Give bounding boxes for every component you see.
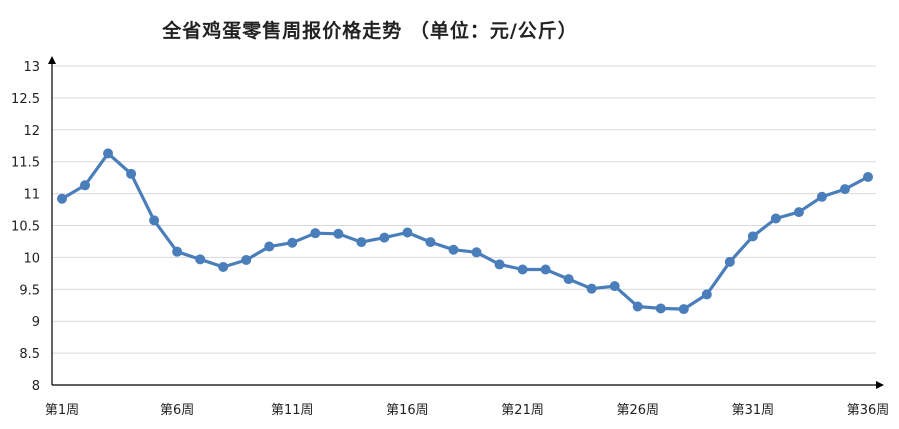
data-point	[609, 281, 620, 292]
data-point	[379, 232, 390, 243]
tick-labels: 8 8.5 9 9.5 10 10.5 11 11.5 12 12.5 13 第1周 第6周 第11周 第1…	[11, 60, 889, 418]
x-tick-label: 第31周	[732, 403, 775, 418]
gridlines	[52, 65, 876, 354]
data-point	[471, 247, 482, 258]
x-tick-label: 第26周	[616, 403, 659, 418]
data-point	[494, 259, 505, 270]
data-point	[425, 237, 436, 248]
data-point	[816, 191, 827, 202]
y-tick-label: 10	[23, 251, 40, 266]
data-point	[149, 215, 160, 226]
data-point	[287, 237, 298, 248]
data-point	[103, 148, 114, 159]
x-tick-label: 第11周	[271, 403, 314, 418]
axes	[48, 56, 884, 389]
data-point	[632, 301, 643, 312]
x-tick-label: 第36周	[847, 403, 890, 418]
data-point	[356, 237, 367, 248]
y-axis-arrow	[48, 56, 56, 64]
data-point	[563, 274, 574, 285]
data-point	[80, 180, 91, 191]
data-point	[793, 207, 804, 218]
data-point	[655, 303, 666, 314]
data-point	[402, 227, 413, 238]
y-tick-label: 9.5	[19, 283, 40, 298]
chart-title: 全省鸡蛋零售周报价格走势 （单位：元/公斤）	[162, 20, 578, 42]
data-point	[678, 304, 689, 315]
y-tick-label: 9	[32, 315, 40, 330]
data-point	[126, 168, 137, 179]
data-point	[57, 193, 67, 204]
data-series	[57, 148, 873, 315]
data-point	[724, 256, 735, 267]
y-tick-label: 11	[23, 188, 40, 203]
y-tick-label: 10.5	[11, 220, 40, 235]
x-tick-label: 第1周	[45, 403, 79, 418]
data-point	[517, 264, 528, 275]
y-tick-label: 12	[23, 124, 40, 139]
data-point	[701, 289, 712, 300]
y-tick-label: 8.5	[19, 347, 40, 362]
data-point	[839, 184, 850, 195]
x-axis-arrow	[876, 381, 884, 389]
data-point	[540, 264, 551, 275]
data-point	[448, 244, 459, 255]
y-tick-label: 12.5	[11, 92, 40, 107]
data-point	[218, 261, 229, 272]
x-tick-label: 第16周	[386, 403, 429, 418]
y-tick-label: 13	[23, 60, 40, 75]
series-line	[60, 151, 870, 311]
y-tick-label: 11.5	[11, 156, 40, 171]
data-point	[747, 231, 758, 242]
data-point	[310, 228, 321, 239]
x-tick-label: 第21周	[501, 403, 544, 418]
data-point	[172, 246, 183, 257]
x-tick-label: 第6周	[160, 403, 194, 418]
data-point	[264, 241, 275, 252]
data-point	[770, 213, 781, 224]
data-point	[586, 283, 597, 294]
data-point	[195, 254, 206, 265]
data-point	[241, 254, 252, 265]
data-point	[333, 228, 344, 239]
y-tick-label: 8	[32, 379, 40, 394]
data-point	[863, 172, 873, 183]
